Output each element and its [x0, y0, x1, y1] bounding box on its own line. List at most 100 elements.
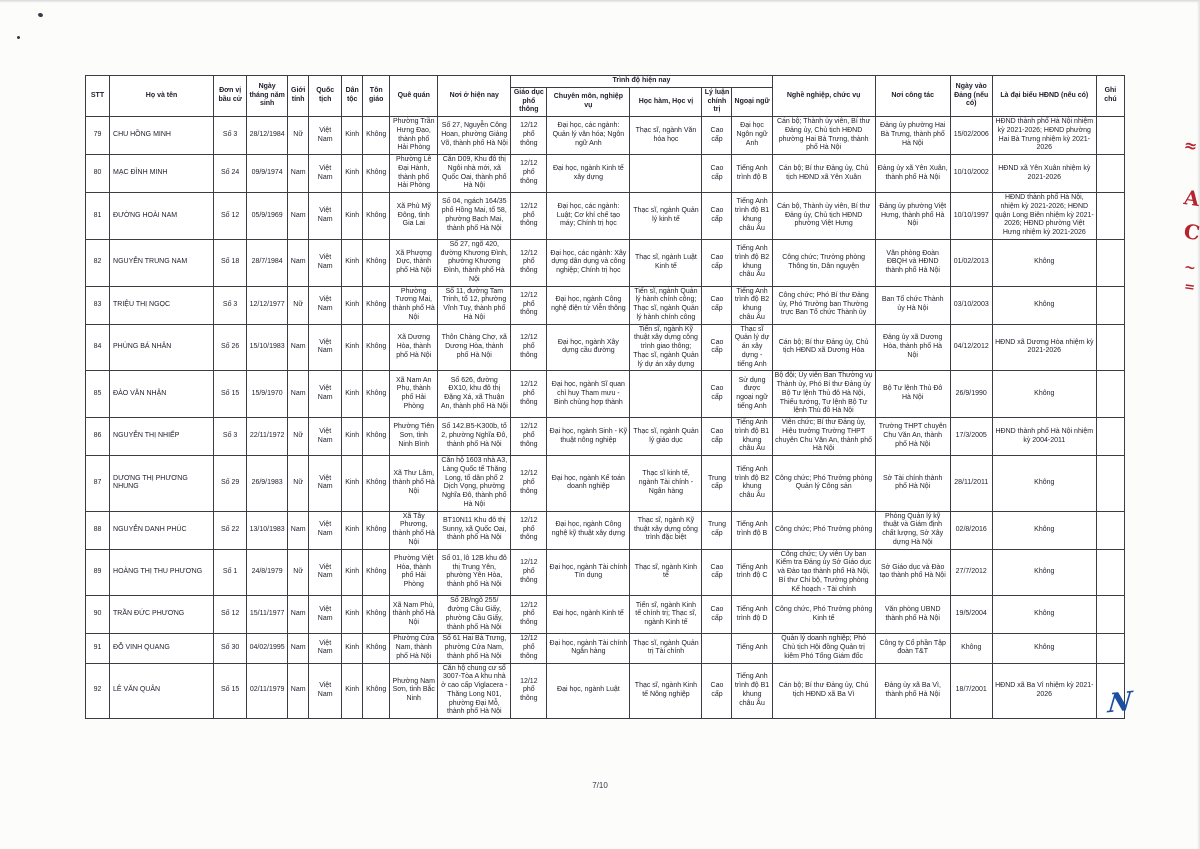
header-name: Họ và tên — [109, 75, 215, 117]
header-nationality: Quốc tịch — [308, 75, 343, 117]
cell-language: Tiếng Anh trình độ B2 khung châu Âu — [731, 285, 773, 325]
header-note: Ghi chú — [1095, 75, 1126, 117]
cell-dob: 15/10/1983 — [246, 323, 289, 372]
cell-gender: Nữ — [287, 417, 310, 456]
cell-note — [1095, 662, 1126, 719]
header-degree: Học hàm, Học vị — [629, 86, 703, 118]
cell-religion: Không — [362, 192, 391, 240]
cell-note — [1095, 154, 1126, 193]
header-residence: Nơi ở hiện nay — [437, 75, 512, 117]
header-politics: Lý luận chính trị — [701, 86, 733, 118]
cell-council: Không — [991, 285, 1097, 325]
cell-hometown: Phường Tiên Sơn, tỉnh Ninh Bình — [389, 417, 439, 456]
cell-education: 12/12 phổ thông — [510, 370, 548, 418]
cell-education: 12/12 phổ thông — [510, 548, 548, 597]
cell-unit: Số 3 — [213, 285, 248, 325]
cell-professional: Đại học, các ngành: Quản lý văn hóa; Ngô… — [546, 116, 631, 155]
cell-council: HĐND xã Yên Xuân nhiệm kỳ 2021-2026 — [991, 154, 1097, 193]
cell-education: 12/12 phổ thông — [510, 154, 548, 193]
cell-religion: Không — [362, 238, 391, 287]
cell-party-date: Không — [949, 633, 993, 664]
cell-workplace: Đảng ủy phường Hai Bà Trưng, thành phố H… — [874, 116, 951, 155]
cell-nationality: Việt Nam — [308, 633, 343, 664]
cell-unit: Số 30 — [213, 633, 248, 664]
cell-council: HĐND thành phố Hà Nội nhiệm kỳ 2021-2026… — [991, 116, 1097, 155]
cell-council: Không — [991, 370, 1097, 418]
cell-dob: 04/02/1995 — [246, 633, 289, 664]
cell-degree: Tiến sĩ, ngành Quản lý hành chính công; … — [629, 285, 703, 325]
cell-residence: Số 01, lô 12B khu đô thị Trung Yên, phườ… — [437, 548, 512, 597]
cell-degree: Thạc sĩ, ngành Văn hóa học — [629, 116, 703, 155]
cell-unit: Số 3 — [213, 116, 248, 155]
cell-note — [1095, 192, 1126, 240]
cell-religion: Không — [362, 595, 391, 635]
cell-occupation: Công chức; Phó Trưởng phòng — [771, 510, 876, 550]
cell-professional: Đại học, ngành Xây dựng cầu đường — [546, 323, 631, 372]
cell-occupation: Quản lý doanh nghiệp; Phó Chủ tịch Hội đ… — [771, 633, 876, 664]
cell-residence: Số 142.B5-K300b, tổ 2, phường Nghĩa Đô, … — [437, 417, 512, 456]
cell-language: Tiếng Anh trình độ B1 khung châu Âu — [731, 192, 773, 240]
cell-name: CHU HỒNG MINH — [109, 116, 215, 155]
cell-professional: Đại học, ngành Sinh - Kỹ thuật nông nghi… — [546, 417, 631, 456]
cell-religion: Không — [362, 417, 391, 456]
cell-party-date: 10/10/1997 — [949, 192, 993, 240]
cell-gender: Nam — [287, 192, 310, 240]
cell-professional: Đại học, ngành Tài chính Ngân hàng — [546, 633, 631, 664]
cell-degree: Thạc sĩ, ngành Quản lý kinh tế — [629, 192, 703, 240]
cell-politics: Cao cấp — [701, 417, 733, 456]
cell-professional: Đại học, ngành Luật — [546, 662, 631, 719]
cell-stt: 86 — [84, 417, 111, 456]
cell-ethnicity: Kinh — [341, 154, 364, 193]
cell-gender: Nữ — [287, 116, 310, 155]
cell-residence: Thôn Chàng Chợ, xã Dương Hòa, thành phố … — [437, 323, 512, 372]
cell-note — [1095, 510, 1126, 550]
cell-workplace: Bộ Tư lệnh Thủ Đô Hà Nội — [874, 370, 951, 418]
cell-professional: Đại học, ngành Kinh tế xây dựng — [546, 154, 631, 193]
red-mark-icon: = — [1183, 279, 1196, 296]
table-row: 91 ĐỖ VINH QUANG Số 30 04/02/1995 Nam Việt Na… — [84, 633, 1126, 664]
cell-nationality: Việt Nam — [308, 154, 343, 193]
cell-gender: Nam — [287, 238, 310, 287]
cell-religion: Không — [362, 154, 391, 193]
cell-unit: Số 1 — [213, 548, 248, 597]
cell-name: NGUYỄN DANH PHÚC — [109, 510, 215, 550]
cell-religion: Không — [362, 510, 391, 550]
cell-workplace: Văn phòng Đoàn ĐBQH và HĐND thành phố Hà… — [874, 238, 951, 287]
cell-workplace: Phòng Quản lý kỹ thuật và Giám định chất… — [874, 510, 951, 550]
cell-gender: Nam — [287, 662, 310, 719]
table-row: 81 ĐƯỜNG HOÀI NAM Số 12 05/9/1969 Nam Việt Na… — [84, 192, 1126, 240]
cell-education: 12/12 phổ thông — [510, 633, 548, 664]
cell-politics: Trung cấp — [701, 510, 733, 550]
cell-note — [1095, 285, 1126, 325]
cell-workplace: Trường THPT chuyên Chu Văn An, thành phố… — [874, 417, 951, 456]
table-row: 79 CHU HỒNG MINH Số 3 28/12/1984 Nữ Việt Nam K… — [84, 116, 1126, 155]
cell-dob: 12/12/1977 — [246, 285, 289, 325]
cell-politics: Cao cấp — [701, 154, 733, 193]
cell-ethnicity: Kinh — [341, 548, 364, 597]
cell-unit: Số 12 — [213, 595, 248, 635]
cell-stt: 87 — [84, 455, 111, 512]
cell-politics: Cao cấp — [701, 192, 733, 240]
cell-unit: Số 24 — [213, 154, 248, 193]
cell-language: Tiếng Anh trình độ B — [731, 510, 773, 550]
cell-party-date: 01/02/2013 — [949, 238, 993, 287]
cell-professional: Đại học, ngành Công nghệ kỹ thuật xây dự… — [546, 510, 631, 550]
cell-name: TRẦN ĐỨC PHƯƠNG — [109, 595, 215, 635]
cell-note — [1095, 417, 1126, 456]
header-education: Giáo dục phổ thông — [510, 86, 548, 118]
cell-gender: Nam — [287, 510, 310, 550]
cell-party-date: 17/3/2005 — [949, 417, 993, 456]
cell-hometown: Phường Việt Hòa, thành phố Hải Phòng — [389, 548, 439, 597]
cell-dob: 24/8/1979 — [246, 548, 289, 597]
cell-unit: Số 15 — [213, 662, 248, 719]
cell-name: ĐỖ VINH QUANG — [109, 633, 215, 664]
cell-professional: Đại học, các ngành: Luật; Cơ khí chế tạo… — [546, 192, 631, 240]
cell-name: HOÀNG THỊ THU PHƯƠNG — [109, 548, 215, 597]
cell-dob: 28/7/1984 — [246, 238, 289, 287]
cell-degree: Thạc sĩ, ngành Quản lý giáo dục — [629, 417, 703, 456]
cell-occupation: Công chức, Phó Trưởng phòng Kinh tế — [771, 595, 876, 635]
cell-occupation: Cán bộ; Thành ủy viên, Bí thư Đảng ủy, C… — [771, 116, 876, 155]
cell-ethnicity: Kinh — [341, 633, 364, 664]
cell-hometown: Xã Nam An Phụ, thành phố Hải Phòng — [389, 370, 439, 418]
table-row: 87 DƯƠNG THỊ PHƯƠNG NHUNG Số 29 26/9/1983 Nữ… — [84, 455, 1126, 512]
